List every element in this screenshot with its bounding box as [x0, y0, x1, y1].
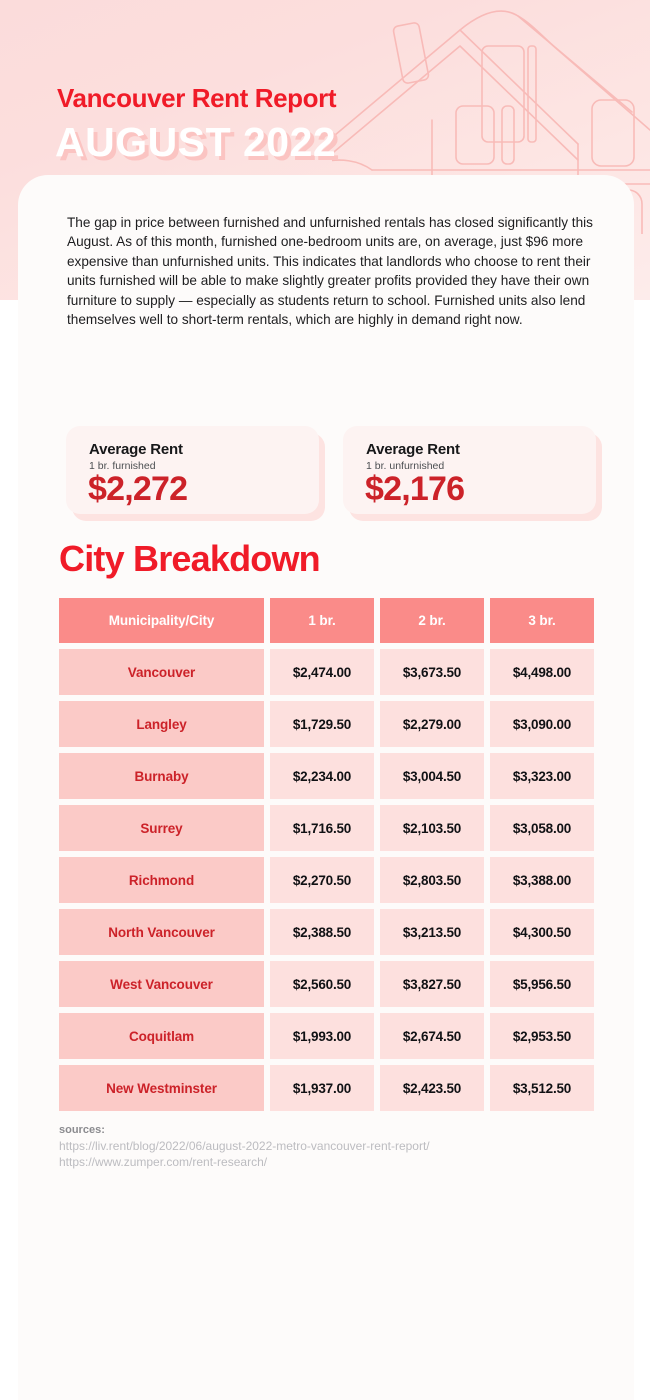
table-row: Langley $1,729.50 $2,279.00 $3,090.00 — [59, 701, 594, 747]
table-row: West Vancouver $2,560.50 $3,827.50 $5,95… — [59, 961, 594, 1007]
cell-1br: $2,474.00 — [270, 649, 374, 695]
cell-1br: $1,716.50 — [270, 805, 374, 851]
card-subtitle: 1 br. furnished — [89, 460, 156, 472]
card-title: Average Rent — [89, 441, 183, 458]
average-rent-card-unfurnished: Average Rent 1 br. unfurnished $2,176 — [343, 426, 596, 514]
cell-city: Vancouver — [59, 649, 264, 695]
cell-2br: $2,803.50 — [380, 857, 484, 903]
cell-2br: $3,827.50 — [380, 961, 484, 1007]
cell-1br: $2,388.50 — [270, 909, 374, 955]
cell-3br: $3,090.00 — [490, 701, 594, 747]
cell-city: North Vancouver — [59, 909, 264, 955]
cell-city: West Vancouver — [59, 961, 264, 1007]
cell-1br: $1,729.50 — [270, 701, 374, 747]
cell-1br: $1,937.00 — [270, 1065, 374, 1111]
cell-3br: $3,512.50 — [490, 1065, 594, 1111]
source-link-liv-rent[interactable]: https://liv.rent/blog/2022/06/august-202… — [59, 1139, 430, 1153]
card-title: Average Rent — [366, 441, 460, 458]
report-month: AUGUST 2022 — [55, 119, 337, 165]
cell-3br: $4,498.00 — [490, 649, 594, 695]
cell-city: New Westminster — [59, 1065, 264, 1111]
table-row: Surrey $1,716.50 $2,103.50 $3,058.00 — [59, 805, 594, 851]
column-header-3br: 3 br. — [490, 598, 594, 643]
column-header-2br: 2 br. — [380, 598, 484, 643]
cell-1br: $2,560.50 — [270, 961, 374, 1007]
section-title-city-breakdown: City Breakdown — [59, 538, 321, 579]
card-value: $2,176 — [365, 470, 465, 508]
cell-3br: $5,956.50 — [490, 961, 594, 1007]
table-row: Vancouver $2,474.00 $3,673.50 $4,498.00 — [59, 649, 594, 695]
cell-city: Burnaby — [59, 753, 264, 799]
table-row: Richmond $2,270.50 $2,803.50 $3,388.00 — [59, 857, 594, 903]
cell-city: Richmond — [59, 857, 264, 903]
city-breakdown-table: Municipality/City 1 br. 2 br. 3 br. Vanc… — [59, 598, 594, 1117]
cell-3br: $2,953.50 — [490, 1013, 594, 1059]
cell-city: Langley — [59, 701, 264, 747]
column-header-municipality: Municipality/City — [59, 598, 264, 643]
average-rent-card-furnished: Average Rent 1 br. furnished $2,272 — [66, 426, 319, 514]
cell-2br: $2,103.50 — [380, 805, 484, 851]
table-row: Burnaby $2,234.00 $3,004.50 $3,323.00 — [59, 753, 594, 799]
cell-1br: $1,993.00 — [270, 1013, 374, 1059]
cell-3br: $3,388.00 — [490, 857, 594, 903]
content-panel: The gap in price between furnished and u… — [18, 175, 634, 1400]
intro-paragraph: The gap in price between furnished and u… — [67, 215, 593, 328]
cell-2br: $3,213.50 — [380, 909, 484, 955]
cell-city: Coquitlam — [59, 1013, 264, 1059]
cell-2br: $2,279.00 — [380, 701, 484, 747]
sources-label: sources: — [59, 1124, 105, 1136]
table-row: Coquitlam $1,993.00 $2,674.50 $2,953.50 — [59, 1013, 594, 1059]
page-title: Vancouver Rent Report — [57, 83, 337, 113]
average-rent-cards: Average Rent 1 br. furnished $2,272 Aver… — [66, 426, 596, 526]
cell-3br: $4,300.50 — [490, 909, 594, 955]
source-link-zumper[interactable]: https://www.zumper.com/rent-research/ — [59, 1155, 268, 1169]
cell-2br: $2,423.50 — [380, 1065, 484, 1111]
cell-2br: $3,004.50 — [380, 753, 484, 799]
cell-3br: $3,323.00 — [490, 753, 594, 799]
cell-city: Surrey — [59, 805, 264, 851]
sources-block: sources: https://liv.rent/blog/2022/06/a… — [59, 1124, 579, 1170]
table-header-row: Municipality/City 1 br. 2 br. 3 br. — [59, 598, 594, 643]
cell-1br: $2,234.00 — [270, 753, 374, 799]
cell-3br: $3,058.00 — [490, 805, 594, 851]
cell-1br: $2,270.50 — [270, 857, 374, 903]
column-header-1br: 1 br. — [270, 598, 374, 643]
table-row: North Vancouver $2,388.50 $3,213.50 $4,3… — [59, 909, 594, 955]
card-subtitle: 1 br. unfurnished — [366, 460, 445, 472]
card-value: $2,272 — [88, 470, 188, 508]
cell-2br: $3,673.50 — [380, 649, 484, 695]
table-row: New Westminster $1,937.00 $2,423.50 $3,5… — [59, 1065, 594, 1111]
cell-2br: $2,674.50 — [380, 1013, 484, 1059]
